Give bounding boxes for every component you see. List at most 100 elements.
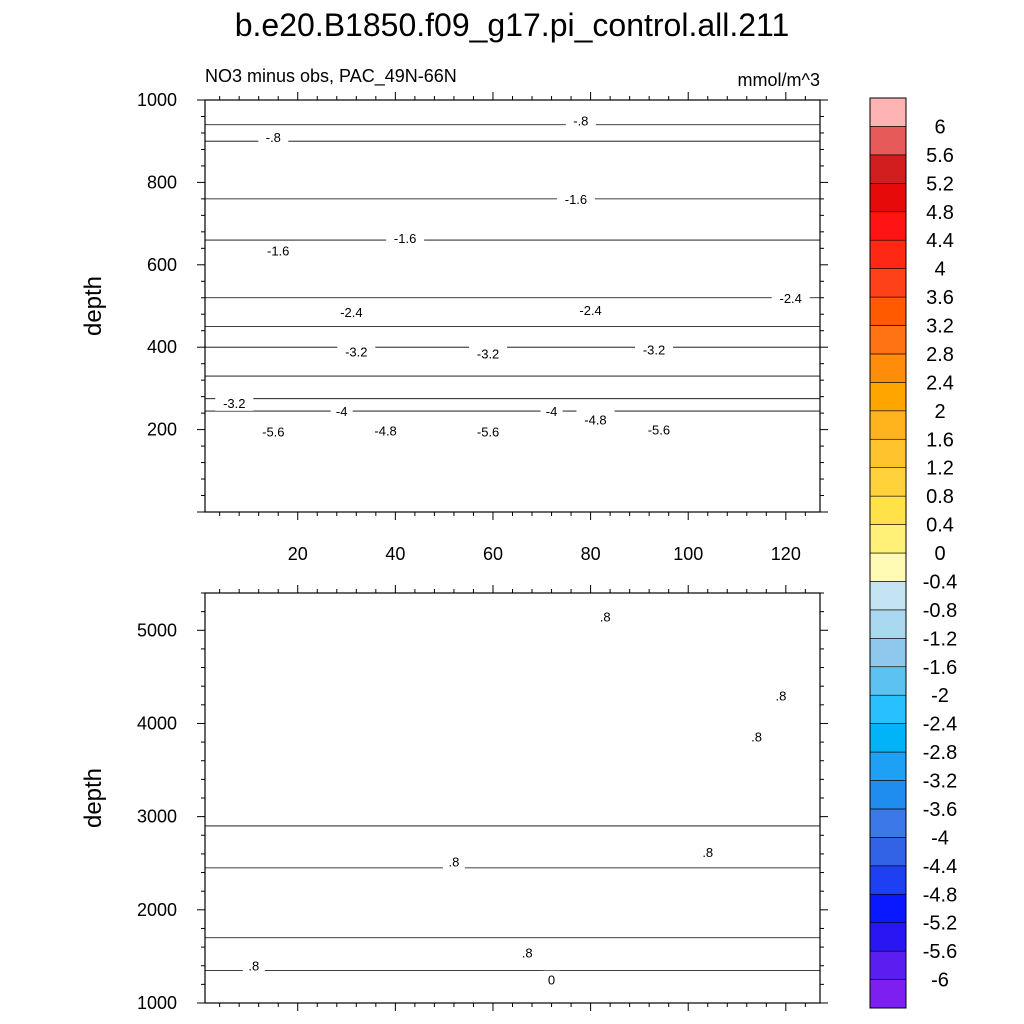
y-tick-label: 400: [147, 337, 177, 357]
contour-label-text: -4: [546, 404, 558, 419]
colorbar-swatch: [869, 211, 907, 241]
contour-label: 0: [543, 970, 560, 988]
contour-label-bg: [556, 189, 595, 207]
colorbar-swatch: [869, 638, 907, 668]
contour-label: .8: [769, 686, 792, 704]
contour-label: -4: [540, 402, 563, 420]
x-tick-label: 80: [581, 544, 601, 564]
colorbar-swatch: [869, 438, 907, 468]
colorbar-label: -2.8: [923, 742, 957, 764]
upper-panel: 200 400 600 800 1000 20 40 60 80 100 120 depth -5.6 -…: [80, 90, 828, 564]
contour-label-text: -5.6: [477, 425, 499, 440]
y-axis-title: depth: [80, 276, 107, 336]
contour-label-text: -1.6: [565, 192, 587, 207]
colorbar-swatch: [869, 837, 907, 867]
colorbar-label: -1.6: [923, 657, 957, 679]
y-tick-label: 600: [147, 255, 177, 275]
y-axis-title: depth: [80, 768, 107, 828]
contour-label-text: -4.8: [584, 412, 606, 427]
y-tick-label: 5000: [137, 620, 177, 640]
contour-label-bg: [386, 229, 425, 247]
colorbar-label: 4.8: [926, 202, 954, 224]
colorbar-swatch: [869, 126, 907, 156]
contour-label-bg: [258, 128, 289, 146]
contour-label: .8: [242, 956, 265, 974]
contour-label: -.8: [258, 128, 289, 146]
colorbar-label: -2: [931, 685, 949, 707]
contour-label-text: -5.6: [262, 425, 284, 440]
x-tick-label: 120: [771, 544, 801, 564]
colorbar-swatch: [869, 353, 907, 383]
colorbar-label: -4: [931, 827, 949, 849]
colorbar-label: 2.4: [926, 372, 954, 394]
contour-label: -4.8: [576, 410, 615, 428]
colorbar-label: 0.8: [926, 486, 954, 508]
colorbar-swatch: [869, 893, 907, 923]
contour-label-bg: [215, 393, 254, 411]
contour-label-bg: [259, 241, 298, 259]
contour-label-bg: [332, 303, 371, 321]
contour-label-bg: [469, 422, 508, 440]
colorbar-swatch: [869, 296, 907, 326]
colorbar-swatch: [869, 666, 907, 696]
colorbar-label: 0.4: [926, 515, 954, 537]
contour-label-text: -3.2: [477, 346, 499, 361]
colorbar-swatch: [869, 382, 907, 412]
contour-label: -5.6: [254, 422, 293, 440]
colorbar-swatch: [869, 268, 907, 298]
contour-label: -2.4: [332, 303, 371, 321]
contour-label-bg: [254, 422, 293, 440]
contour-label-text: -2.4: [340, 305, 362, 320]
contour-label-text: .8: [522, 946, 533, 961]
colorbar-swatch: [869, 865, 907, 895]
contour-label: -2.4: [771, 288, 810, 306]
contour-label-text: -.8: [266, 130, 281, 145]
contour-label-bg: [639, 420, 678, 438]
contour-label-bg: [771, 288, 810, 306]
colorbar-label: -6: [931, 970, 949, 992]
colorbar-label: -0.4: [923, 571, 957, 593]
colorbar-label: -2.4: [923, 714, 957, 736]
colorbar-swatch: [869, 552, 907, 582]
colorbar: -6 -5.6 -5.2 -4.8 -4.4 -4 -3.6 -3.2 -2.8 -2.4 -2 -1…: [869, 97, 957, 1009]
contour-label: -1.6: [556, 189, 595, 207]
contour-label-bg: [330, 402, 353, 420]
contour-label-bg: [635, 340, 674, 358]
colorbar-swatch: [869, 154, 907, 184]
colorbar-swatch: [869, 780, 907, 810]
colorbar-frame: [869, 97, 907, 1009]
contour-label: -2.4: [571, 301, 610, 319]
contour-label-bg: [469, 344, 508, 362]
contour-label-bg: [516, 943, 539, 961]
contour-label-text: .8: [702, 845, 713, 860]
contour-label: -3.2: [469, 344, 508, 362]
contour-label: .8: [516, 943, 539, 961]
colorbar-swatch: [869, 524, 907, 554]
y-tick-label: 2000: [137, 900, 177, 920]
contour-label: .8: [696, 843, 719, 861]
colorbar-label: -1.2: [923, 628, 957, 650]
colorbar-swatch: [869, 183, 907, 213]
contour-label-text: -2.4: [780, 291, 802, 306]
contour-label: -4: [330, 402, 353, 420]
contour-label-bg: [696, 843, 719, 861]
x-tick-label: 100: [673, 544, 703, 564]
main-title: b.e20.B1850.f09_g17.pi_control.all.211: [235, 7, 790, 43]
contour-label-text: -4.8: [374, 423, 396, 438]
colorbar-swatch: [869, 467, 907, 497]
colorbar-swatch: [869, 950, 907, 980]
contour-label: -5.6: [469, 422, 508, 440]
colorbar-swatch: [869, 325, 907, 355]
contour-label-bg: [565, 111, 596, 129]
colorbar-label: 6: [934, 116, 945, 138]
colorbar-label: 1.6: [926, 429, 954, 451]
colorbar-swatch: [869, 581, 907, 611]
contour-label-bg: [594, 607, 617, 625]
contour-label: -3.2: [215, 393, 254, 411]
colorbar-label: 0: [934, 543, 945, 565]
colorbar-label: -3.2: [923, 771, 957, 793]
contour-label-bg: [337, 342, 376, 360]
contour-label-text: .8: [248, 959, 259, 974]
colorbar-label: -0.8: [923, 600, 957, 622]
